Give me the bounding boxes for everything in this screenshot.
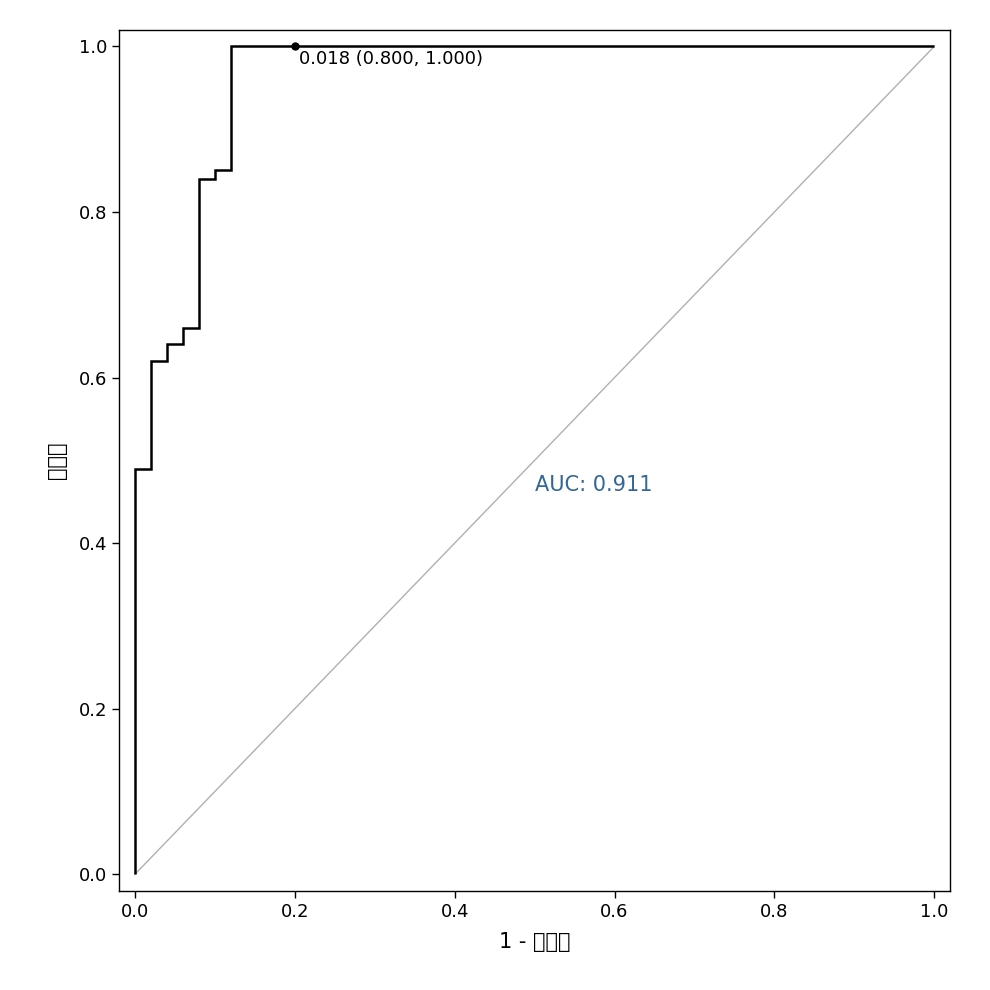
X-axis label: 1 - 特异性: 1 - 特异性 <box>499 932 570 952</box>
Text: AUC: 0.911: AUC: 0.911 <box>535 475 652 495</box>
Y-axis label: 敏感性: 敏感性 <box>48 442 67 479</box>
Text: 0.018 (0.800, 1.000): 0.018 (0.800, 1.000) <box>299 50 483 68</box>
